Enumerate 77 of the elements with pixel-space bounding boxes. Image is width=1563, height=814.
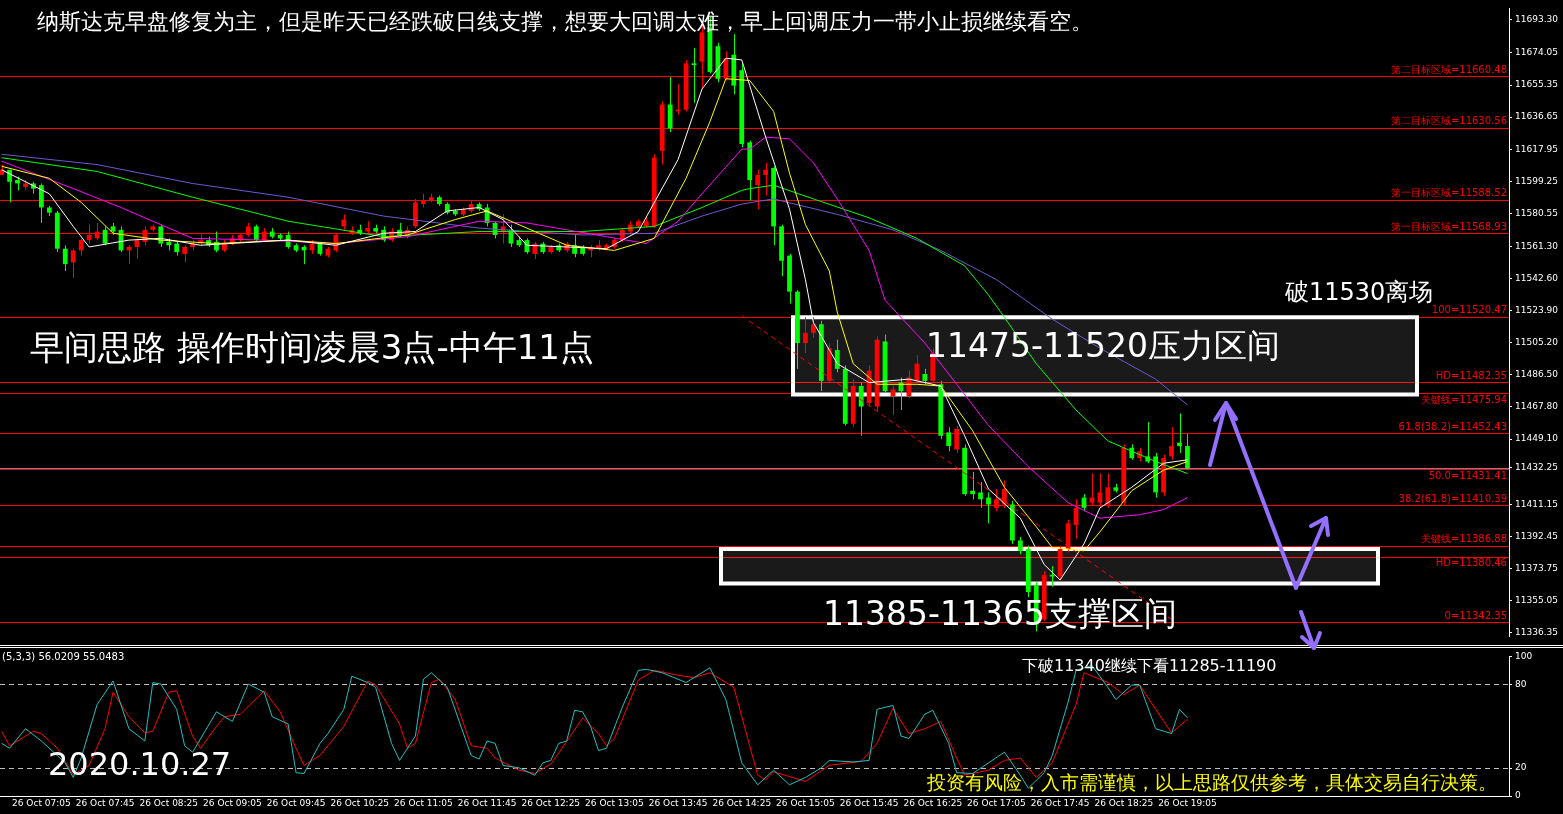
y-tick-label: 11449.10 [1515, 433, 1559, 444]
y-tick-label: 0 [1515, 790, 1521, 801]
candlestick [39, 182, 44, 224]
annotation: 早间思路 操作时间凌晨3点-中午11点 [30, 326, 594, 367]
candlestick [763, 162, 769, 196]
ref-line-label: 关键线=11475.94 [1420, 393, 1507, 405]
y-tick-label: 20 [1515, 762, 1527, 773]
y-tick-label: 11693.30 [1515, 14, 1559, 25]
candlestick [946, 426, 952, 452]
ref-line-label: 38.2(61.8)=11410.39 [1398, 493, 1507, 505]
x-tick-label: 26 Oct 07:45 [75, 797, 135, 808]
candlestick [978, 481, 983, 509]
candlestick [803, 316, 808, 354]
y-tick-label: 80 [1515, 678, 1527, 689]
y-tick-label: 11467.80 [1515, 401, 1559, 412]
x-tick-label: 26 Oct 09:05 [203, 797, 262, 808]
annotation: 下破11340继续下看11285-11190 [1022, 656, 1277, 676]
y-tick-label: 11636.65 [1515, 111, 1558, 122]
x-tick-label: 26 Oct 11:05 [394, 797, 453, 808]
x-tick-label: 26 Oct 13:05 [585, 797, 644, 808]
y-tick-label: 11355.05 [1515, 594, 1558, 605]
y-tick-label: 11599.25 [1515, 175, 1558, 186]
x-tick-label: 26 Oct 19:05 [1158, 797, 1217, 808]
ref-line-label: HD=11380.46 [1435, 557, 1507, 569]
ref-line-label: 第一目标区域=11568.93 [1390, 220, 1507, 232]
x-tick-label: 26 Oct 14:25 [712, 797, 772, 808]
ref-line-label: 第二目标区域=11630.56 [1390, 115, 1507, 127]
x-tick-label: 26 Oct 15:45 [839, 797, 899, 808]
y-tick-label: 11617.95 [1515, 143, 1558, 154]
x-tick-label: 26 Oct 11:45 [457, 797, 517, 808]
x-tick-label: 26 Oct 07:05 [12, 797, 71, 808]
y-tick-label: 11411.15 [1515, 498, 1558, 509]
candlestick [986, 491, 991, 524]
y-tick-label: 11542.60 [1515, 272, 1559, 283]
x-tick-label: 26 Oct 15:05 [776, 797, 835, 808]
y-tick-label: 11336.35 [1515, 626, 1558, 637]
y-tick-label: 11392.45 [1515, 530, 1558, 541]
candlestick [1177, 412, 1182, 454]
y-tick-label: 11580.55 [1515, 207, 1558, 218]
x-tick-label: 26 Oct 12:25 [521, 797, 581, 808]
candlestick [7, 169, 12, 203]
x-tick-label: 26 Oct 17:05 [967, 797, 1026, 808]
candlestick [70, 248, 76, 279]
y-tick-label: 11523.90 [1515, 305, 1559, 315]
candlestick [858, 382, 864, 437]
chart-title: (5,3,3) 56.0209 55.0483 [2, 650, 125, 662]
y-tick-label: 11674.05 [1515, 47, 1558, 58]
y-tick-label: 11561.30 [1515, 240, 1559, 251]
annotation: 投资有风险，入市需谨慎，以上思路仅供参考，具体交易自行决策。 [926, 770, 1497, 793]
ref-line-label: 第二目标区域=11660.48 [1390, 63, 1507, 75]
ref-line-label: 0=11342.35 [1444, 609, 1507, 621]
y-tick-label: 11655.35 [1515, 79, 1558, 90]
y-tick-label: 11373.75 [1515, 562, 1558, 573]
candlestick [834, 339, 840, 373]
x-tick-label: 26 Oct 17:45 [1030, 797, 1090, 808]
x-tick-label: 26 Oct 18:25 [1094, 797, 1154, 808]
candlestick [1049, 565, 1055, 588]
candlestick [691, 47, 697, 104]
candlestick [1185, 433, 1190, 471]
ref-line-label: HD=11482.35 [1435, 369, 1507, 381]
x-tick-label: 26 Oct 10:25 [330, 797, 390, 808]
annotation: 破11530离场 [1284, 278, 1434, 307]
x-tick-label: 26 Oct 16:25 [903, 797, 963, 808]
x-tick-label: 26 Oct 13:45 [648, 797, 708, 808]
y-tick-label: 11486.50 [1515, 369, 1559, 380]
ref-line-label: 关键线=11386.88 [1420, 533, 1507, 545]
ref-line-label: 第一目标区域=11588.52 [1390, 187, 1507, 199]
candlestick [970, 471, 975, 500]
x-tick-label: 26 Oct 08:25 [139, 797, 199, 808]
ref-line-label: 100=11520.47 [1431, 304, 1507, 316]
ref-line-label: 61.8(38.2)=11452.43 [1398, 420, 1507, 432]
candlestick [62, 244, 68, 272]
y-tick-label: 100 [1515, 650, 1533, 661]
x-tick-label: 26 Oct 09:45 [266, 797, 326, 808]
y-tick-label: 11505.20 [1515, 337, 1559, 348]
ref-line-label: 50.0=11431.41 [1428, 470, 1507, 481]
y-tick-label: 11432.25 [1515, 462, 1558, 473]
